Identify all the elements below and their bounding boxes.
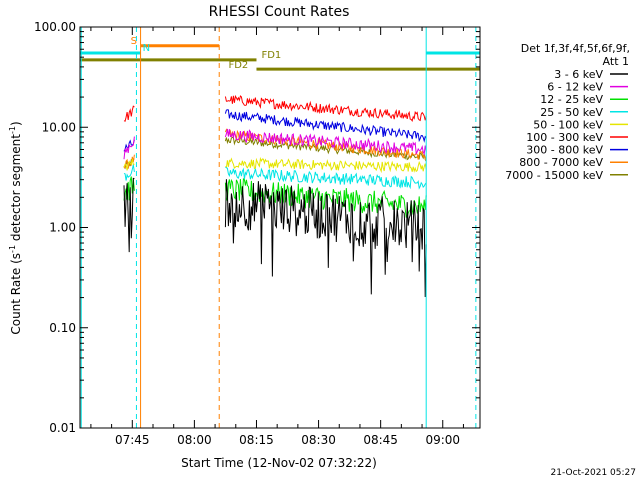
footer-timestamp: 21-Oct-2021 05:27	[551, 468, 636, 478]
flag-label: FD2	[228, 60, 248, 71]
flag-label: FD1	[261, 50, 281, 61]
series-layer	[123, 94, 427, 298]
series-line	[224, 109, 427, 143]
flag-layer: SN FD1 FD2	[80, 36, 480, 71]
legend-label: 7000 - 15000 keV	[505, 169, 603, 182]
y-axis: 0.01 0.10 1.00 10.00 100.00	[34, 20, 480, 435]
y-axis-label: Count Rate (s-1 detector segment-1)	[8, 121, 23, 334]
series-line	[123, 158, 135, 171]
legend-header: Att 1	[603, 55, 629, 68]
y-axis-label-prefix: Count Rate (s	[9, 253, 23, 335]
y-tick-label: 100.00	[34, 20, 76, 34]
series-line	[123, 177, 135, 253]
legend-label: 6 - 12 keV	[547, 81, 603, 94]
legend-label: 800 - 7000 keV	[519, 156, 603, 169]
flag-label: S	[131, 36, 137, 47]
x-axis-label: Start Time (12-Nov-02 07:32:22)	[181, 456, 377, 470]
x-tick-label: 08:30	[301, 433, 336, 447]
x-tick-label: 09:00	[425, 433, 460, 447]
x-tick-label: 08:45	[363, 433, 398, 447]
y-axis-label-end: )	[9, 121, 23, 126]
flag-label: N	[143, 43, 150, 54]
plot-frame	[79, 26, 481, 429]
legend-label: 100 - 300 keV	[526, 131, 603, 144]
legend-label: 25 - 50 keV	[540, 106, 603, 119]
y-axis-label-sup: -1	[8, 245, 17, 253]
x-tick-label: 07:45	[115, 433, 150, 447]
legend-label: 3 - 6 keV	[554, 68, 603, 81]
series-line	[123, 164, 135, 181]
legend-label: 300 - 800 keV	[526, 144, 603, 157]
series-line	[123, 139, 135, 152]
legend-label: 50 - 100 keV	[533, 118, 603, 131]
legend-header: Det 1f,3f,4f,5f,6f,9f,	[521, 42, 630, 55]
x-tick-label: 08:00	[177, 433, 212, 447]
y-tick-label: 1.00	[49, 221, 76, 235]
x-axis: 07:45 08:00 08:15 08:30 08:45 09:00	[90, 27, 464, 447]
y-axis-label-middle: detector segment	[9, 134, 23, 245]
series-line	[224, 179, 427, 298]
y-tick-label: 0.10	[49, 321, 76, 335]
series-line	[224, 94, 427, 122]
legend-label: 12 - 25 keV	[540, 93, 603, 106]
y-tick-label: 0.01	[49, 421, 76, 435]
series-line	[123, 136, 135, 160]
vline-layer	[80, 27, 477, 428]
chart-title: RHESSI Count Rates	[209, 4, 350, 20]
series-line	[224, 128, 427, 156]
series-line	[123, 105, 135, 122]
series-line	[225, 166, 427, 190]
y-tick-label: 10.00	[42, 120, 76, 134]
series-line	[123, 154, 135, 169]
x-tick-label: 08:15	[239, 433, 274, 447]
series-line	[225, 156, 427, 174]
y-axis-label-sup2: -1	[8, 126, 17, 134]
